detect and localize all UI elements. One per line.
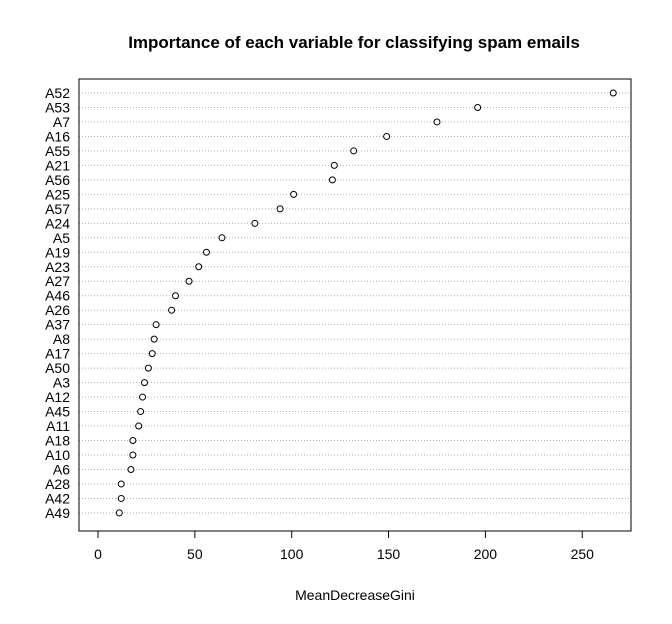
data-point [117,480,125,488]
category-label: A18 [45,433,70,449]
data-points [115,89,617,517]
category-label: A45 [45,404,70,420]
x-axis-label: MeanDecreaseGini [295,587,415,603]
data-point [383,132,391,140]
data-point [218,234,226,242]
data-point [148,350,156,358]
category-label: A25 [45,186,70,202]
data-point [135,422,143,430]
category-label: A52 [45,85,70,101]
category-label: A19 [45,244,70,260]
category-label: A57 [45,201,70,217]
data-point [144,364,152,372]
category-label: A3 [53,375,70,391]
data-point [129,437,137,445]
data-point [433,118,441,126]
category-label: A26 [45,302,70,318]
category-label: A12 [45,389,70,405]
data-point [330,161,338,169]
data-point [171,292,179,300]
data-point [168,306,176,314]
data-point [474,103,482,111]
category-label: A50 [45,360,70,376]
category-label: A16 [45,128,70,144]
data-point [328,176,336,184]
category-label: A24 [45,215,70,231]
x-tick-label: 50 [187,546,203,562]
data-point [150,335,158,343]
x-axis: 0 50 100 150 200 250 [94,530,595,562]
data-point [115,509,123,517]
category-label: A6 [53,461,70,477]
data-point [276,205,284,213]
category-label: A49 [45,505,70,521]
category-label: A46 [45,288,70,304]
data-point [251,219,259,227]
category-label: A8 [53,331,70,347]
category-label: A5 [53,230,70,246]
x-tick-label: 250 [571,546,595,562]
data-point [137,408,145,416]
category-label: A56 [45,172,70,188]
category-label: A10 [45,447,70,463]
category-label: A11 [46,418,70,434]
x-tick-label: 100 [280,546,304,562]
data-point [195,263,203,271]
data-point [140,379,148,387]
category-label: A17 [45,346,70,362]
data-point [350,147,358,155]
x-tick-label: 200 [474,546,498,562]
category-label: A55 [45,143,70,159]
category-labels: A52A53A7A16A55A21A56A25A57A24A5A19A23A27… [45,85,70,521]
data-point [290,190,298,198]
data-point [127,465,135,473]
data-point [152,321,160,329]
data-point [129,451,137,459]
category-label: A7 [53,114,70,130]
data-point [609,89,617,97]
category-label: A21 [45,157,70,173]
data-point [185,277,193,285]
x-tick-label: 0 [94,546,102,562]
x-tick-label: 150 [377,546,401,562]
data-point [117,494,125,502]
category-label: A23 [45,259,70,275]
category-label: A28 [45,476,70,492]
category-label: A37 [45,317,70,333]
chart-title: Importance of each variable for classify… [128,33,580,52]
plot-frame [78,78,632,532]
data-point [202,248,210,256]
category-label: A27 [45,273,70,289]
category-label: A42 [45,490,70,506]
data-point [139,393,147,401]
grid-lines [79,92,631,514]
category-label: A53 [45,99,70,115]
